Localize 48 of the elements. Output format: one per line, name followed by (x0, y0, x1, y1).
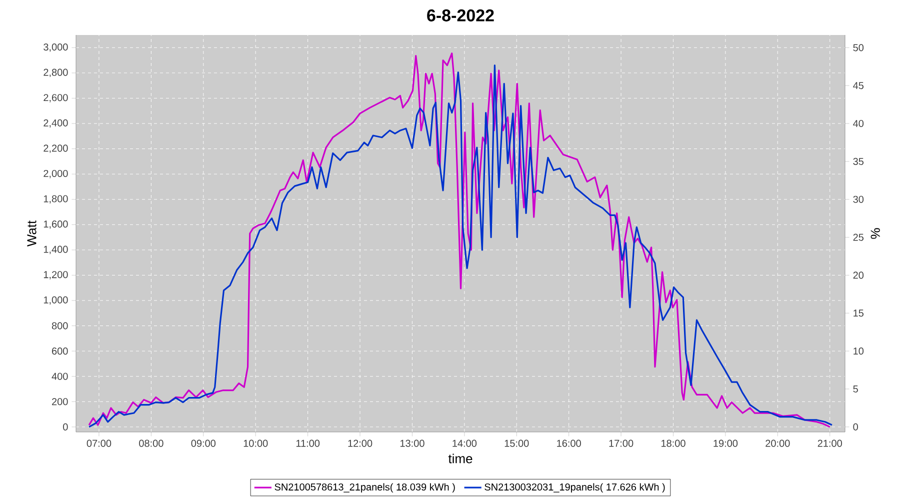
y-tick-label: 2,800 (44, 68, 68, 78)
y-tick-label: 1,800 (44, 195, 68, 204)
y2-tick-label: 5 (853, 385, 858, 392)
x-tick-label: 17:00 (609, 440, 634, 447)
legend-label: SN2100578613_21panels( 18.039 kWh ) (274, 483, 455, 493)
x-tick-label: 14:00 (452, 440, 477, 447)
x-tick-label: 12:00 (348, 440, 372, 447)
chart-title: 6-8-2022 (427, 9, 494, 22)
y2-axis-title: % (870, 228, 880, 239)
x-tick-label: 19:00 (714, 440, 738, 447)
y2-tick-label: 0 (853, 423, 858, 430)
y-tick-label: 2,200 (44, 144, 68, 153)
x-tick-label: 20:00 (766, 440, 790, 447)
y2-tick-label: 40 (853, 120, 864, 128)
y2-tick-label: 45 (853, 82, 864, 90)
y-tick-label: 3,000 (44, 44, 68, 52)
y-tick-label: 2,600 (44, 94, 68, 102)
legend-label: SN2130032031_19panels( 17.626 kWh ) (484, 483, 665, 493)
x-tick-label: 11:00 (296, 440, 320, 447)
y-tick-label: 0 (63, 423, 68, 430)
y2-tick-label: 15 (854, 310, 864, 317)
y-tick-label: 2,400 (44, 119, 68, 128)
y2-tick-label: 50 (853, 44, 864, 52)
y2-tick-label: 30 (853, 196, 864, 203)
y-tick-label: 1,200 (44, 271, 68, 280)
y2-tick-label: 10 (854, 348, 864, 355)
y-tick-label: 800 (52, 322, 68, 330)
y-axis-title: Watt (27, 220, 36, 247)
y-tick-label: 1,400 (44, 246, 68, 254)
y-tick-label: 1,000 (44, 296, 68, 305)
x-tick-label: 21:00 (818, 440, 842, 447)
x-tick-label: 07:00 (86, 440, 112, 447)
x-tick-label: 08:00 (139, 440, 164, 447)
x-tick-label: 13:00 (400, 440, 424, 447)
y2-tick-label: 25 (853, 234, 864, 241)
y2-tick-label: 20 (853, 272, 864, 279)
y2-tick-label: 35 (853, 158, 864, 165)
y-tick-label: 1,600 (44, 220, 68, 229)
x-tick-label: 16:00 (557, 440, 581, 447)
y-tick-label: 2,000 (44, 170, 68, 178)
y-tick-label: 200 (52, 398, 68, 406)
x-tick-label: 09:00 (191, 440, 216, 447)
x-axis-title: time (448, 454, 472, 464)
y-tick-label: 600 (52, 348, 68, 355)
x-tick-label: 18:00 (662, 440, 686, 447)
x-tick-label: 10:00 (244, 440, 268, 447)
x-tick-label: 15:00 (504, 440, 529, 447)
y-tick-label: 400 (52, 372, 68, 380)
